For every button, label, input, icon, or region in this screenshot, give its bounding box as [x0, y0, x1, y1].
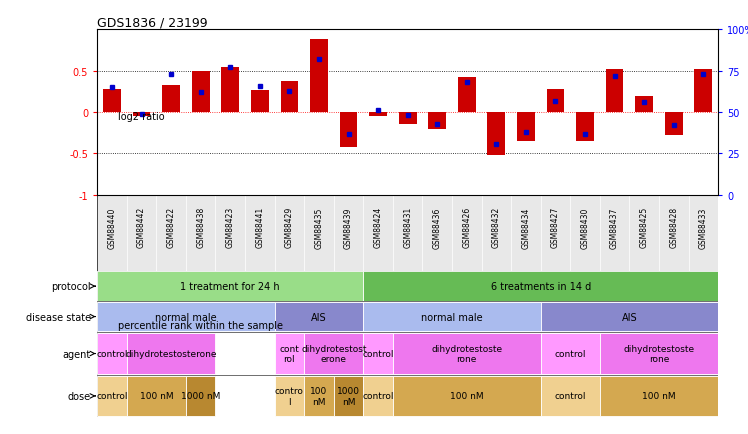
Text: dihydrotestost
erone: dihydrotestost erone [301, 344, 367, 363]
Bar [251, 91, 269, 113]
Text: GSM88442: GSM88442 [137, 207, 146, 248]
Text: GSM88432: GSM88432 [492, 207, 501, 248]
Bar [488, 113, 505, 156]
Text: 100 nM: 100 nM [642, 391, 675, 401]
Bar [127, 333, 215, 375]
Bar [221, 67, 239, 113]
Bar [576, 113, 594, 141]
Text: GSM88439: GSM88439 [344, 207, 353, 248]
Bar [600, 376, 718, 416]
Bar [399, 113, 417, 125]
Bar [364, 333, 393, 375]
Bar [541, 302, 718, 332]
Text: GSM88434: GSM88434 [521, 207, 530, 248]
Text: GSM88436: GSM88436 [433, 207, 442, 248]
Bar [429, 113, 446, 129]
Text: control: control [96, 391, 128, 401]
Text: 100
nM: 100 nM [310, 386, 328, 406]
Text: GSM88435: GSM88435 [314, 207, 323, 248]
Text: GSM88428: GSM88428 [669, 207, 678, 248]
Bar [393, 376, 541, 416]
Text: dose: dose [68, 391, 91, 401]
Bar [541, 333, 600, 375]
Text: control: control [96, 349, 128, 358]
Text: GSM88427: GSM88427 [551, 207, 560, 248]
Text: GSM88430: GSM88430 [580, 207, 589, 248]
Bar [105, 260, 112, 391]
Text: percentile rank within the sample: percentile rank within the sample [118, 321, 283, 330]
Text: contro
l: contro l [275, 386, 304, 406]
Bar [127, 376, 186, 416]
Bar [364, 302, 541, 332]
Bar [547, 90, 564, 113]
Bar [275, 333, 304, 375]
Bar [97, 376, 127, 416]
Text: GSM88441: GSM88441 [255, 207, 264, 248]
Text: AIS: AIS [311, 312, 327, 322]
Text: dihydrotestoste
rone: dihydrotestoste rone [432, 344, 503, 363]
Text: disease state: disease state [26, 312, 91, 322]
Bar [665, 113, 683, 136]
Bar [694, 70, 712, 113]
Bar [186, 376, 215, 416]
Text: 1 treatment for 24 h: 1 treatment for 24 h [180, 282, 280, 291]
Text: normal male: normal male [421, 312, 482, 322]
Bar [334, 376, 364, 416]
Text: GSM88425: GSM88425 [640, 207, 649, 248]
Text: log2 ratio: log2 ratio [118, 112, 165, 122]
Bar [275, 302, 364, 332]
Bar [132, 113, 150, 117]
Bar [310, 40, 328, 113]
Bar [191, 72, 209, 113]
Bar [370, 113, 387, 117]
Text: GDS1836 / 23199: GDS1836 / 23199 [97, 16, 208, 29]
Text: GSM88440: GSM88440 [108, 207, 117, 248]
Bar [304, 333, 364, 375]
Bar [280, 82, 298, 113]
Bar [97, 302, 275, 332]
Text: GSM88426: GSM88426 [462, 207, 471, 248]
Text: dihydrotestosterone: dihydrotestosterone [126, 349, 217, 358]
Text: GSM88424: GSM88424 [373, 207, 382, 248]
Text: GSM88437: GSM88437 [610, 207, 619, 248]
Bar [105, 43, 114, 195]
Bar [97, 272, 364, 301]
Text: control: control [362, 391, 394, 401]
Text: 1000 nM: 1000 nM [181, 391, 221, 401]
Text: GSM88429: GSM88429 [285, 207, 294, 248]
Text: GSM88423: GSM88423 [226, 207, 235, 248]
Bar [275, 376, 304, 416]
Bar [364, 376, 393, 416]
Text: 1000
nM: 1000 nM [337, 386, 360, 406]
Bar [517, 113, 535, 141]
Text: control: control [362, 349, 394, 358]
Bar [393, 333, 541, 375]
Text: dihydrotestoste
rone: dihydrotestoste rone [623, 344, 694, 363]
Bar [600, 333, 718, 375]
Text: agent: agent [63, 349, 91, 358]
Text: AIS: AIS [622, 312, 637, 322]
Text: GSM88433: GSM88433 [699, 207, 708, 248]
Text: cont
rol: cont rol [280, 344, 299, 363]
Bar [340, 113, 358, 148]
Text: control: control [554, 349, 586, 358]
Text: protocol: protocol [52, 282, 91, 291]
Text: GSM88431: GSM88431 [403, 207, 412, 248]
Bar [541, 376, 600, 416]
Bar [103, 90, 121, 113]
Text: control: control [554, 391, 586, 401]
Text: 6 treatments in 14 d: 6 treatments in 14 d [491, 282, 591, 291]
Text: 100 nM: 100 nM [140, 391, 174, 401]
Text: normal male: normal male [155, 312, 217, 322]
Bar [635, 96, 653, 113]
Bar [97, 333, 127, 375]
Text: 100 nM: 100 nM [450, 391, 484, 401]
Bar [162, 85, 180, 113]
Bar [364, 272, 718, 301]
Bar [304, 376, 334, 416]
Text: GSM88422: GSM88422 [167, 207, 176, 248]
Bar [606, 70, 624, 113]
Text: GSM88438: GSM88438 [196, 207, 205, 248]
Bar [458, 78, 476, 113]
